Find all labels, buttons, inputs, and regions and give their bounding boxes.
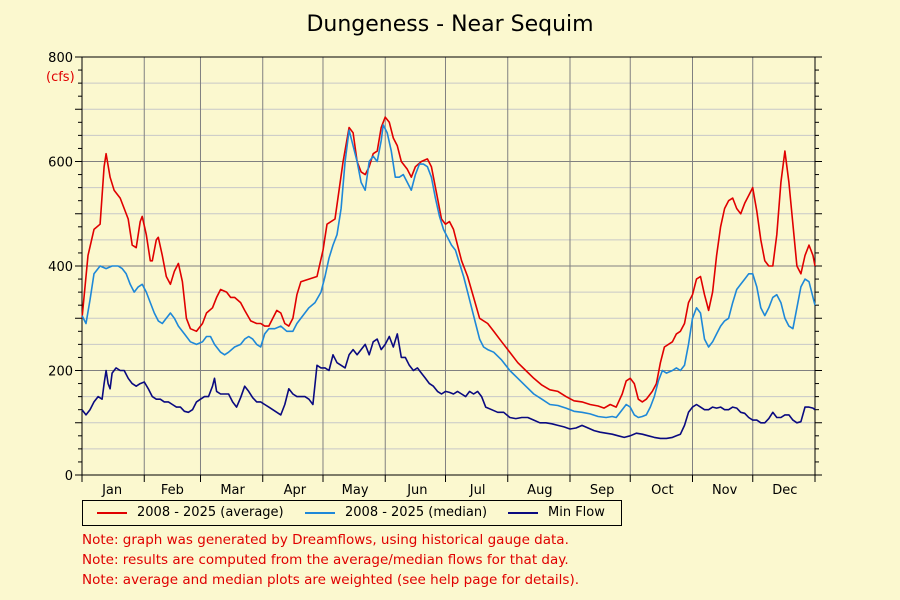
x-tick-label: Dec xyxy=(772,483,797,498)
x-tick-label: Jan xyxy=(101,483,122,498)
legend-label-min-flow: Min Flow xyxy=(548,505,605,520)
x-tick-label: Nov xyxy=(712,483,738,498)
chart-title: Dungeness - Near Sequim xyxy=(306,12,594,37)
legend-swatch-min-flow xyxy=(508,511,538,514)
note-line: Note: graph was generated by Dreamflows,… xyxy=(82,532,569,548)
y-axis-label: (cfs) xyxy=(46,70,75,85)
series-line-2 xyxy=(81,333,816,440)
legend-swatch-average xyxy=(97,511,127,514)
y-tick-label: 0 xyxy=(65,469,73,484)
y-tick-label: 800 xyxy=(48,51,73,66)
legend-swatch-median xyxy=(305,511,335,514)
y-tick-label: 200 xyxy=(48,365,73,380)
legend-label-median: 2008 - 2025 (median) xyxy=(345,505,488,520)
legend-item-min-flow: Min Flow xyxy=(508,505,605,520)
note-line: Note: results are computed from the aver… xyxy=(82,552,569,568)
chart-notes: Note: graph was generated by Dreamflows,… xyxy=(82,530,579,590)
y-tick-label: 400 xyxy=(48,260,73,275)
x-tick-label: Apr xyxy=(284,483,307,498)
x-tick-label: Sep xyxy=(590,483,615,498)
chart-legend: 2008 - 2025 (average) 2008 - 2025 (media… xyxy=(82,500,622,526)
y-tick-label: 600 xyxy=(48,156,73,171)
x-tick-label: Jun xyxy=(406,483,427,498)
series-line-1 xyxy=(81,124,816,419)
x-tick-label: May xyxy=(342,483,369,498)
legend-label-average: 2008 - 2025 (average) xyxy=(137,505,284,520)
legend-item-median: 2008 - 2025 (median) xyxy=(305,505,487,520)
note-line: Note: average and median plots are weigh… xyxy=(82,572,580,588)
x-tick-label: Feb xyxy=(161,483,184,498)
series-line-0 xyxy=(81,116,816,409)
x-tick-label: Mar xyxy=(220,483,245,498)
legend-item-average: 2008 - 2025 (average) xyxy=(97,505,284,520)
x-tick-label: Oct xyxy=(651,483,673,498)
x-tick-label: Jul xyxy=(469,483,486,498)
x-tick-label: Aug xyxy=(527,483,552,498)
